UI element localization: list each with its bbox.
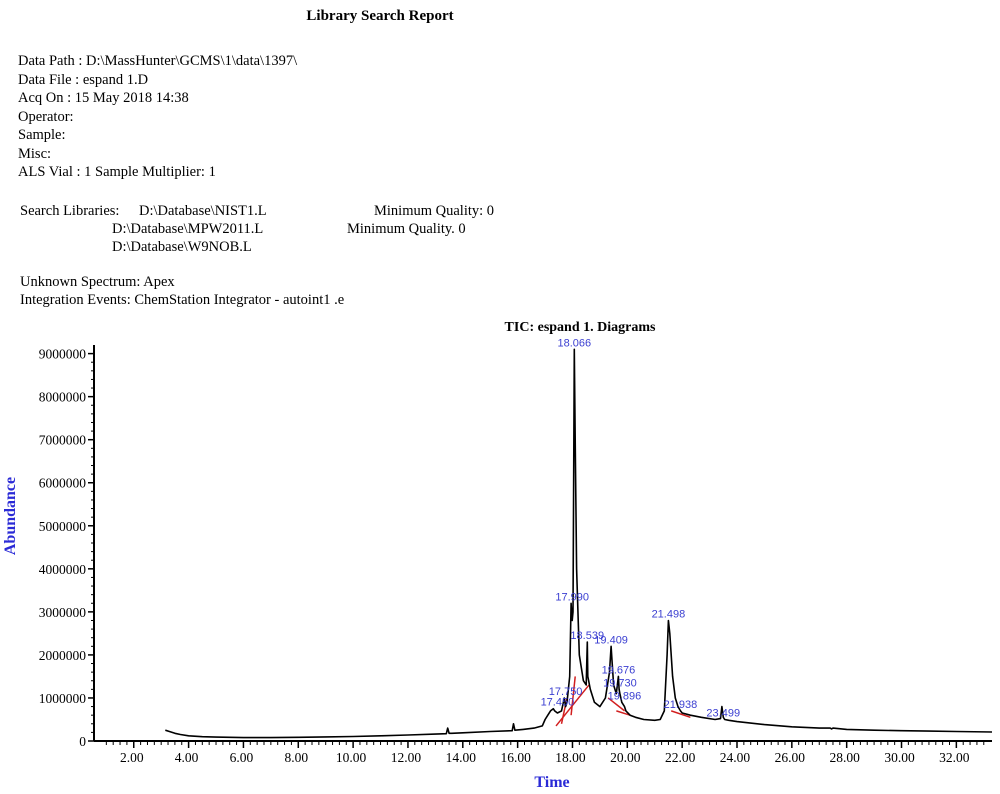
baseline-segment xyxy=(670,710,691,719)
acq-on: Acq On : 15 May 2018 14:38 xyxy=(18,90,189,106)
peak-label: 19.676 xyxy=(602,664,636,676)
library-quality: Minimum Quality. 0 xyxy=(347,221,466,237)
x-tick-label: 32.00 xyxy=(939,750,970,765)
tic-trace xyxy=(165,348,993,739)
sample: Sample: xyxy=(18,127,66,143)
x-tick-label: 6.00 xyxy=(230,750,254,765)
x-tick-label: 10.00 xyxy=(336,750,367,765)
y-tick-label: 7000000 xyxy=(39,433,87,448)
peak-label: 19.896 xyxy=(608,690,642,702)
y-tick-label: 8000000 xyxy=(39,390,87,405)
y-tick-label: 4000000 xyxy=(39,562,87,577)
y-tick-label: 2000000 xyxy=(39,648,87,663)
peak-label: 23.499 xyxy=(706,707,740,719)
chart-axes xyxy=(93,345,992,742)
operator: Operator: xyxy=(18,108,74,125)
chart-ticks: 0 1000000 2000000 3000000 4000000 5000000 6000… xyxy=(39,347,985,765)
y-tick-label: 0 xyxy=(79,734,86,749)
baseline-segment xyxy=(616,710,631,716)
baseline-segment xyxy=(607,697,626,712)
peak-label: 18.539 xyxy=(570,630,604,642)
search-libraries-label: Search Libraries: xyxy=(20,203,120,219)
y-tick-label: 6000000 xyxy=(39,476,87,491)
als-vial: ALS Vial : 1 Sample Multiplier: 1 xyxy=(18,164,216,180)
peak-label: 17.450 xyxy=(541,697,575,709)
library-path: D:\Database\NIST1.L xyxy=(139,203,267,219)
data-file: Data File : espand 1.D xyxy=(18,71,149,88)
baseline-segment xyxy=(560,697,568,724)
peak-label: 17.990 xyxy=(555,591,589,603)
x-tick-label: 18.00 xyxy=(555,750,586,765)
x-tick-label: 14.00 xyxy=(446,750,477,765)
x-tick-label: 12.00 xyxy=(391,750,422,765)
library-quality: Minimum Quality: 0 xyxy=(374,203,495,219)
x-tick-label: 30.00 xyxy=(884,750,915,765)
x-tick-label: 28.00 xyxy=(829,750,860,765)
x-tick-label: 16.00 xyxy=(500,750,531,765)
peak-label: 21.938 xyxy=(664,699,698,711)
peak-label: 17.750 xyxy=(549,686,583,698)
chart-series xyxy=(165,348,993,739)
y-tick-label: 1000000 xyxy=(39,691,87,706)
peak-label: 19.730 xyxy=(603,677,637,689)
peak-label: 19.409 xyxy=(594,634,628,646)
x-tick-label: 20.00 xyxy=(610,750,641,765)
chart-title: TIC: espand 1. Diagrams xyxy=(505,320,656,335)
peak-label: 21.498 xyxy=(652,608,686,620)
library-path: D:\Database\W9NOB.L xyxy=(112,239,252,255)
y-axis-title: Abundance xyxy=(2,477,19,555)
report-metadata: Data Path : D:\MassHunter\GCMS\1\data\13… xyxy=(18,52,297,182)
x-tick-label: 8.00 xyxy=(284,750,308,765)
misc: Misc: xyxy=(18,145,52,162)
y-tick-label: 9000000 xyxy=(39,347,87,362)
integration-events: Integration Events: ChemStation Integrat… xyxy=(20,292,345,308)
x-tick-label: 4.00 xyxy=(175,750,199,765)
x-tick-label: 24.00 xyxy=(720,750,751,765)
baseline-segment xyxy=(570,676,576,716)
integration-baselines xyxy=(555,676,691,727)
unknown-spectrum: Unknown Spectrum: Apex xyxy=(20,274,175,290)
data-path: Data Path : D:\MassHunter\GCMS\1\data\13… xyxy=(18,53,298,69)
x-tick-label: 26.00 xyxy=(775,750,806,765)
x-tick-label: 2.00 xyxy=(120,750,144,765)
y-tick-label: 3000000 xyxy=(39,605,87,620)
x-tick-label: 22.00 xyxy=(665,750,696,765)
y-tick-label: 5000000 xyxy=(39,519,87,534)
report-title: Library Search Report xyxy=(306,8,454,24)
library-path: D:\Database\MPW2011.L xyxy=(112,221,264,237)
x-axis-title: Time xyxy=(534,774,569,791)
peak-label: 18.066 xyxy=(557,337,591,349)
